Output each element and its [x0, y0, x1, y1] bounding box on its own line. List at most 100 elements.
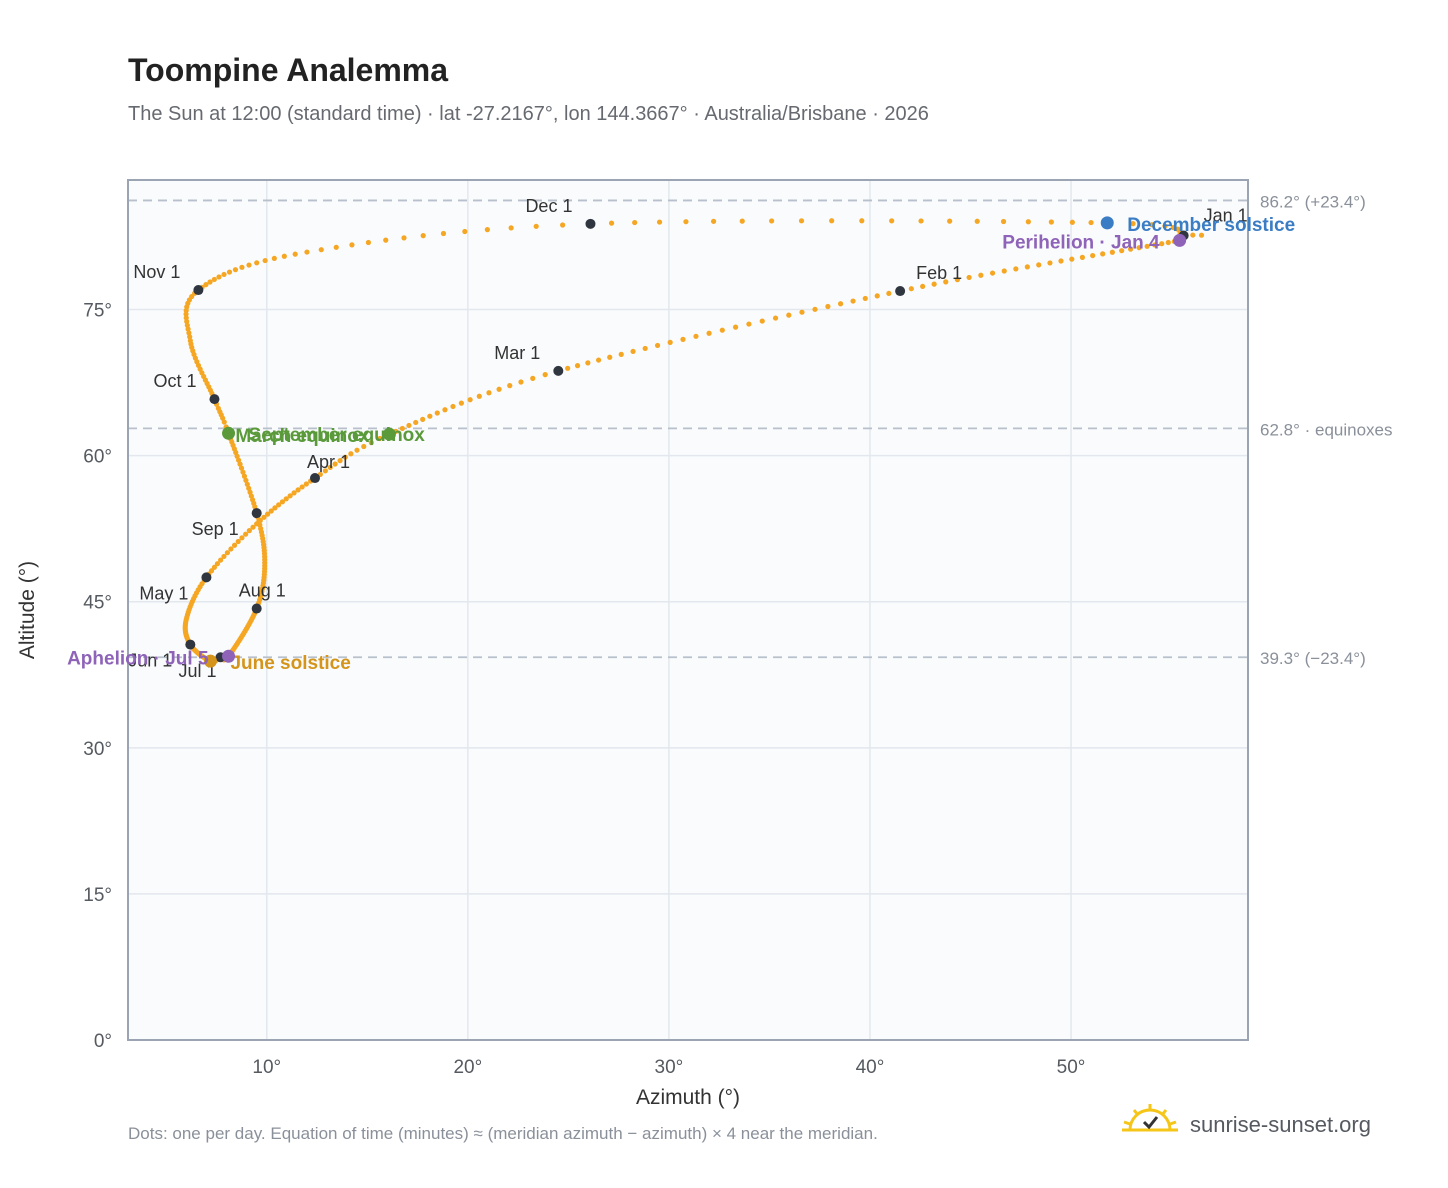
daily-dot [931, 281, 937, 287]
daily-dot [211, 564, 218, 570]
daily-dot [354, 447, 360, 453]
daily-dot [706, 330, 712, 336]
daily-dot [889, 218, 895, 224]
daily-dot [630, 348, 636, 355]
month-marker [251, 603, 262, 614]
daily-dot [322, 468, 328, 474]
daily-dot [304, 249, 310, 255]
daily-dot [337, 458, 343, 464]
daily-dot [920, 283, 926, 290]
daily-dot [246, 262, 252, 268]
daily-dot [680, 336, 686, 342]
daily-dot [772, 315, 779, 321]
daily-dot [413, 419, 419, 426]
daily-dot [215, 405, 221, 411]
y-tick-label: 75° [83, 301, 112, 322]
plot-area [128, 180, 1248, 1040]
daily-dot [1090, 252, 1096, 259]
daily-dot [850, 298, 856, 304]
daily-dot [361, 443, 367, 450]
event-label: December solstice [1127, 215, 1295, 236]
daily-dot [1190, 232, 1196, 238]
daily-dot [798, 218, 805, 224]
daily-dot [406, 422, 412, 429]
daily-dot [221, 419, 227, 425]
daily-dot [1149, 222, 1155, 228]
daily-dot [786, 312, 792, 318]
daily-dot [349, 242, 355, 248]
daily-dot [221, 271, 227, 278]
daily-dot [256, 518, 262, 524]
daily-dot [618, 351, 624, 357]
brand[interactable]: sunrise-sunset.org [1120, 1102, 1390, 1146]
daily-dot [862, 295, 868, 302]
daily-dot [247, 489, 253, 495]
month-label: Jan 1 [1204, 206, 1248, 226]
daily-dot [1048, 219, 1054, 225]
daily-dot [476, 393, 482, 399]
daily-dot [224, 550, 231, 556]
daily-dot [216, 274, 222, 280]
event-marker [1173, 233, 1187, 247]
x-tick-label: 20° [453, 1057, 482, 1078]
month-label: Jun 1 [128, 651, 172, 671]
daily-dot [1069, 256, 1075, 262]
daily-dot [342, 454, 348, 460]
daily-dot [642, 345, 648, 352]
daily-dot [1024, 264, 1030, 270]
daily-dot [1162, 223, 1168, 229]
daily-dot [812, 306, 818, 312]
event-label: June solstice [230, 653, 350, 674]
daily-dot [560, 222, 566, 228]
daily-dot [214, 561, 221, 567]
daily-dot [954, 277, 961, 283]
daily-dot [1136, 245, 1142, 251]
daily-dot [947, 218, 953, 224]
month-marker [201, 572, 212, 583]
daily-dot [239, 264, 245, 270]
daily-dot [450, 403, 456, 410]
daily-dot [859, 218, 865, 224]
y-tick-label: 15° [83, 885, 112, 906]
daily-dot [759, 318, 765, 324]
x-tick-label: 50° [1057, 1057, 1086, 1078]
event-marker [382, 427, 396, 441]
daily-dot [799, 309, 805, 315]
daily-dot [183, 311, 189, 317]
daily-dot [281, 253, 287, 259]
daily-dot [607, 354, 613, 360]
daily-dot [287, 493, 293, 499]
month-label: May 1 [139, 583, 188, 603]
daily-dot [187, 338, 193, 344]
daily-dot [746, 321, 752, 327]
daily-dot [243, 477, 249, 483]
daily-dot [211, 276, 217, 283]
daily-dot [303, 481, 309, 487]
daily-dot [1079, 254, 1085, 260]
month-marker [585, 218, 596, 229]
footer-note: Dots: one per day. Equation of time (min… [128, 1124, 878, 1143]
event-marker [222, 426, 236, 440]
daily-dot [272, 505, 278, 511]
daily-dot [264, 511, 271, 517]
daily-dot [1088, 219, 1094, 226]
daily-dot [496, 386, 502, 392]
daily-dot [467, 397, 473, 403]
daily-dot [332, 461, 338, 467]
month-label: Oct 1 [153, 371, 196, 391]
daily-dot [226, 269, 233, 275]
daily-dot [299, 484, 305, 490]
daily-dot [254, 260, 260, 266]
reference-line-label: 62.8° · equinoxes [1260, 420, 1393, 439]
event-label: September equinox [249, 425, 426, 446]
daily-dot [769, 218, 775, 224]
daily-dot [542, 372, 548, 378]
daily-dot [978, 272, 984, 278]
daily-dot [246, 485, 252, 491]
daily-dot [235, 538, 241, 545]
month-marker [553, 365, 564, 376]
daily-dot [825, 303, 831, 310]
daily-dot [667, 339, 673, 345]
daily-dot [1100, 251, 1106, 257]
daily-dot [218, 557, 224, 563]
